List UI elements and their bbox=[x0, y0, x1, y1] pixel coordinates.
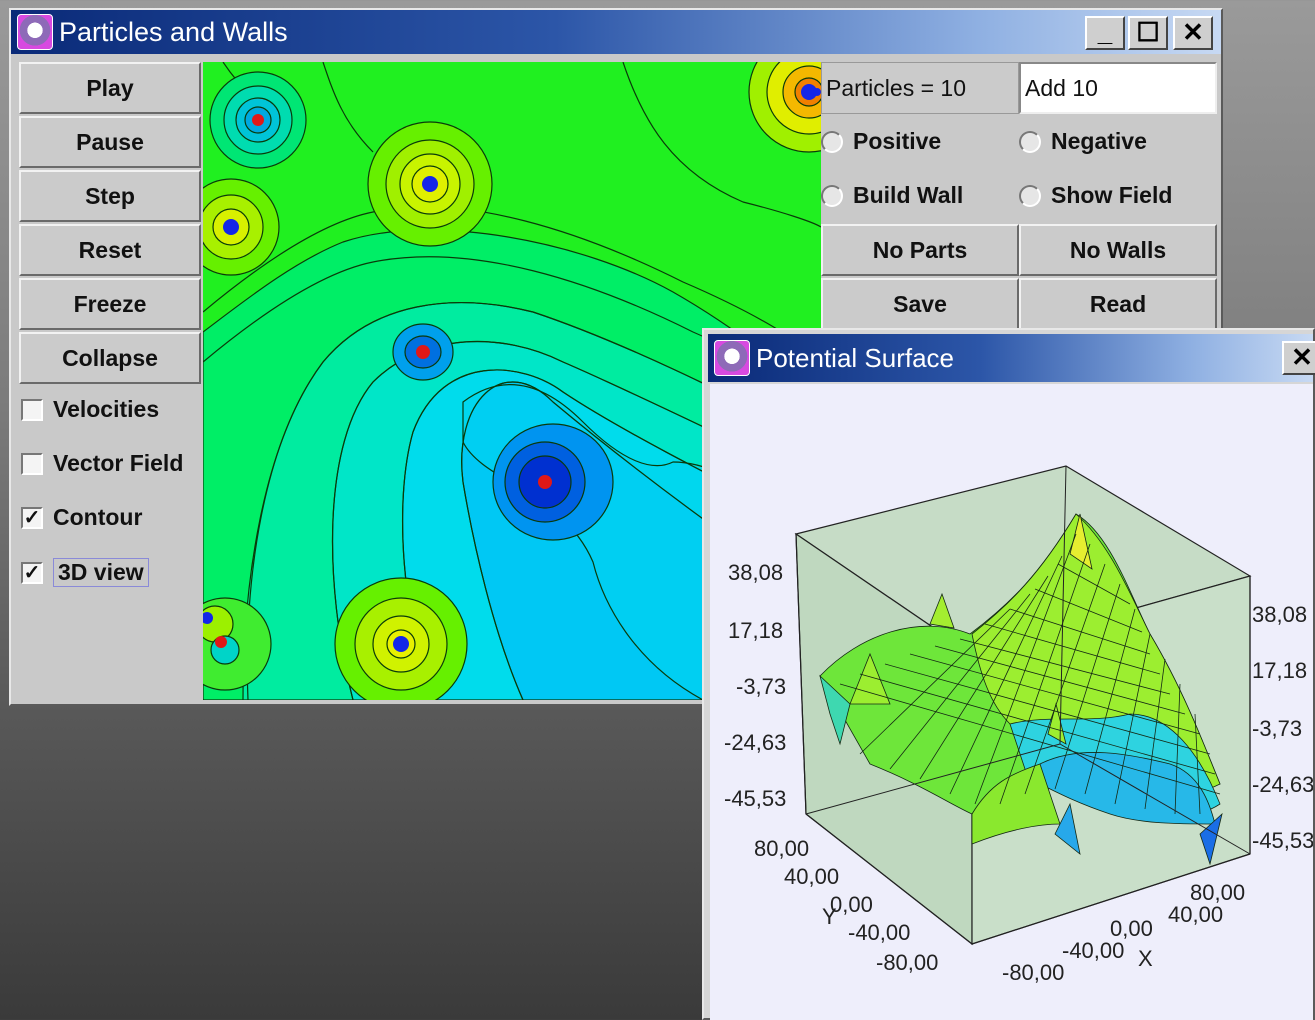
surface-window-title: Potential Surface bbox=[756, 342, 955, 373]
particle-positive[interactable] bbox=[813, 88, 821, 96]
y-tick: 0,00 bbox=[830, 892, 873, 917]
velocities-label: Velocities bbox=[53, 396, 160, 422]
main-window: Particles and Walls _ ☐ ✕ Play Pause Ste… bbox=[9, 8, 1223, 706]
z-tick-left: 17,18 bbox=[728, 618, 783, 643]
z-tick-left: -3,73 bbox=[736, 674, 786, 699]
step-button[interactable]: Step bbox=[19, 170, 201, 222]
x-tick: 40,00 bbox=[1168, 902, 1223, 927]
x-tick: 80,00 bbox=[1190, 880, 1245, 905]
show-field-radio[interactable]: Show Field bbox=[1019, 182, 1172, 209]
x-tick: 0,00 bbox=[1110, 916, 1153, 941]
surface-plot: 38,08 17,18 -3,73 -24,63 -45,53 38,08 17… bbox=[724, 465, 1313, 985]
z-tick-left: 38,08 bbox=[728, 560, 783, 585]
app-icon bbox=[17, 14, 53, 50]
maximize-button[interactable]: ☐ bbox=[1128, 16, 1168, 50]
freeze-button[interactable]: Freeze bbox=[19, 278, 201, 330]
surface-plot-area[interactable]: 38,08 17,18 -3,73 -24,63 -45,53 38,08 17… bbox=[710, 384, 1313, 1020]
box-floor-line bbox=[1059, 743, 1251, 855]
checkbox-box[interactable] bbox=[21, 452, 43, 475]
close-button[interactable]: ✕ bbox=[1173, 16, 1213, 50]
potential-surface-mesh bbox=[819, 513, 1223, 866]
particle-positive[interactable] bbox=[422, 176, 438, 192]
save-button[interactable]: Save bbox=[821, 278, 1019, 330]
particles-count-label: Particles = 10 bbox=[821, 62, 1019, 114]
reset-button[interactable]: Reset bbox=[19, 224, 201, 276]
negative-label: Negative bbox=[1051, 128, 1147, 154]
particle-negative[interactable] bbox=[538, 475, 552, 489]
y-tick: 80,00 bbox=[754, 836, 809, 861]
box-front-left-edge bbox=[795, 533, 807, 815]
particle-negative[interactable] bbox=[416, 345, 430, 359]
build-wall-radio[interactable]: Build Wall bbox=[821, 182, 963, 209]
app-icon bbox=[714, 340, 750, 376]
surface-titlebar[interactable]: Potential Surface ✕ bbox=[708, 334, 1315, 382]
z-tick-left: -45,53 bbox=[724, 786, 786, 811]
collapse-button[interactable]: Collapse bbox=[19, 332, 201, 384]
vector-field-label: Vector Field bbox=[53, 450, 184, 476]
z-tick-right: -24,63 bbox=[1252, 772, 1313, 797]
surface-window: Potential Surface ✕ bbox=[702, 328, 1315, 1020]
y-tick: 40,00 bbox=[784, 864, 839, 889]
radio-button[interactable] bbox=[821, 184, 843, 207]
no-walls-button[interactable]: No Walls bbox=[1019, 224, 1217, 276]
box-bottom-edge bbox=[805, 813, 1251, 945]
3d-view-label: 3D view bbox=[53, 558, 149, 587]
add-particles-input[interactable]: Add 10 bbox=[1019, 62, 1217, 114]
x-tick: -80,00 bbox=[1002, 960, 1064, 985]
radio-button[interactable] bbox=[1019, 184, 1041, 207]
positive-radio[interactable]: Positive bbox=[821, 128, 941, 155]
show-field-label: Show Field bbox=[1051, 182, 1173, 208]
x-tick: -40,00 bbox=[1062, 938, 1124, 963]
velocities-checkbox[interactable]: Velocities bbox=[21, 396, 159, 423]
particle-negative[interactable] bbox=[215, 636, 227, 648]
y-axis-label: Y bbox=[822, 904, 837, 929]
minimize-button[interactable]: _ bbox=[1085, 16, 1125, 50]
particle-negative[interactable] bbox=[252, 114, 264, 126]
contour-label: Contour bbox=[53, 504, 143, 530]
x-axis-label: X bbox=[1138, 946, 1153, 971]
box-back-edge bbox=[1059, 465, 1067, 745]
no-parts-button[interactable]: No Parts bbox=[821, 224, 1019, 276]
radio-button[interactable] bbox=[821, 130, 843, 153]
pause-button[interactable]: Pause bbox=[19, 116, 201, 168]
y-tick: -80,00 bbox=[876, 950, 938, 975]
contour-checkbox[interactable]: ✓ Contour bbox=[21, 504, 142, 531]
vector-field-checkbox[interactable]: Vector Field bbox=[21, 450, 183, 477]
z-tick-right: 38,08 bbox=[1252, 602, 1307, 627]
main-window-title: Particles and Walls bbox=[59, 16, 288, 47]
box-floor-line bbox=[805, 743, 1061, 815]
build-wall-label: Build Wall bbox=[853, 182, 964, 208]
checkbox-box[interactable] bbox=[21, 398, 43, 421]
radio-button[interactable] bbox=[1019, 130, 1041, 153]
check-mark-icon[interactable]: ✓ bbox=[21, 561, 43, 584]
z-tick-right: -45,53 bbox=[1252, 828, 1313, 853]
particle-positive[interactable] bbox=[203, 612, 213, 624]
negative-radio[interactable]: Negative bbox=[1019, 128, 1147, 155]
read-button[interactable]: Read bbox=[1019, 278, 1217, 330]
positive-label: Positive bbox=[853, 128, 942, 154]
close-button[interactable]: ✕ bbox=[1282, 341, 1315, 375]
particle-markers bbox=[203, 84, 821, 652]
y-tick: -40,00 bbox=[848, 920, 910, 945]
main-titlebar[interactable]: Particles and Walls _ ☐ ✕ bbox=[11, 10, 1221, 54]
check-mark-icon[interactable]: ✓ bbox=[21, 506, 43, 529]
z-tick-right: -3,73 bbox=[1252, 716, 1302, 741]
play-button[interactable]: Play bbox=[19, 62, 201, 114]
contour-canvas[interactable] bbox=[203, 62, 821, 700]
z-tick-right: 17,18 bbox=[1252, 658, 1307, 683]
3d-view-checkbox[interactable]: ✓ 3D view bbox=[21, 558, 149, 587]
particle-positive[interactable] bbox=[801, 84, 817, 100]
contour-plot bbox=[203, 62, 821, 700]
particle-positive[interactable] bbox=[223, 219, 239, 235]
z-tick-left: -24,63 bbox=[724, 730, 786, 755]
particle-positive[interactable] bbox=[393, 636, 409, 652]
